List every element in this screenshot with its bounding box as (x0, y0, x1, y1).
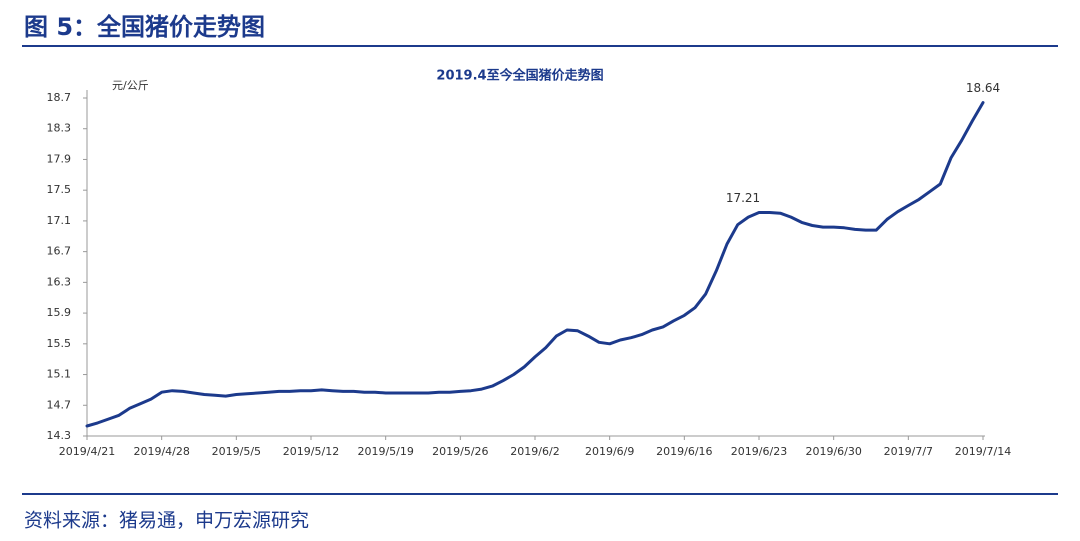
y-tick-label: 17.9 (47, 152, 72, 165)
x-tick-label: 2019/5/26 (432, 445, 488, 458)
x-tick-label: 2019/5/19 (357, 445, 413, 458)
header-title: 图 5：全国猪价走势图 (24, 13, 265, 41)
x-tick-label: 2019/6/30 (805, 445, 861, 458)
chart-title: 2019.4至今全国猪价走势图 (436, 68, 603, 84)
x-tick-label: 2019/6/23 (731, 445, 787, 458)
y-unit: 元/公斤 (112, 79, 149, 92)
x-tick-label: 2019/6/16 (656, 445, 712, 458)
data-label: 18.64 (966, 81, 1000, 95)
x-tick-label: 2019/5/5 (212, 445, 261, 458)
y-tick-label: 16.3 (47, 275, 72, 288)
x-tick-label: 2019/6/2 (510, 445, 559, 458)
y-tick-label: 15.5 (47, 337, 72, 350)
x-tick-label: 2019/5/12 (283, 445, 339, 458)
source: 资料来源：猪易通，申万宏源研究 (24, 510, 309, 532)
y-tick-label: 18.3 (47, 122, 72, 135)
x-tick-label: 2019/6/9 (585, 445, 634, 458)
data-label: 17.21 (726, 191, 760, 205)
y-tick-label: 15.1 (47, 368, 72, 381)
y-tick-label: 17.1 (47, 214, 72, 227)
y-tick-label: 18.7 (47, 91, 72, 104)
y-tick-label: 14.7 (47, 398, 72, 411)
price-line (85, 101, 985, 428)
y-tick-label: 15.9 (47, 306, 72, 319)
x-tick-label: 2019/7/7 (884, 445, 933, 458)
y-tick-label: 16.7 (47, 245, 72, 258)
y-tick-label: 14.3 (47, 429, 72, 442)
x-tick-label: 2019/4/28 (133, 445, 189, 458)
x-tick-label: 2019/7/14 (955, 445, 1011, 458)
x-tick-label: 2019/4/21 (59, 445, 115, 458)
y-tick-label: 17.5 (47, 183, 72, 196)
